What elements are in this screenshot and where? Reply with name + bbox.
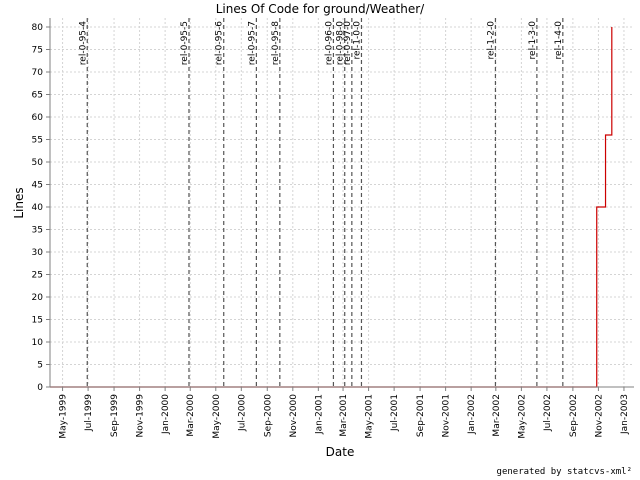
release-marker-label: rel-0-95-6 bbox=[215, 21, 225, 65]
release-marker-label: rel-0-96-0 bbox=[324, 21, 334, 65]
release-marker-label: rel-0-95-4 bbox=[78, 21, 88, 65]
x-tick-label: Jul-2001 bbox=[390, 394, 400, 432]
release-marker-label: rel-0-97-0 bbox=[343, 21, 353, 65]
x-gridlines bbox=[62, 18, 625, 387]
y-tick-label: 55 bbox=[32, 136, 43, 146]
y-tick-label: 25 bbox=[32, 271, 43, 281]
x-tick-label: Sep-2001 bbox=[416, 394, 426, 437]
y-tick-label: 5 bbox=[37, 361, 43, 371]
release-marker-label: rel-1-0-0 bbox=[352, 21, 362, 60]
y-tick-label: 40 bbox=[32, 203, 44, 213]
y-tick-label: 0 bbox=[37, 383, 43, 393]
y-tick-label: 75 bbox=[32, 46, 43, 56]
release-marker-label: rel-1-4-0 bbox=[554, 21, 564, 60]
release-marker-label: rel-0-95-8 bbox=[271, 21, 281, 65]
y-axis-ticks: 0 5 10 15 20 25 30 35 40 45 50 55 60 65 70 75 80 bbox=[32, 23, 50, 393]
x-tick-label: Sep-1999 bbox=[110, 394, 120, 437]
y-tick-label: 50 bbox=[32, 158, 44, 168]
y-tick-label: 65 bbox=[32, 91, 43, 101]
x-tick-label: May-2000 bbox=[212, 394, 222, 439]
x-tick-label: Jan-2000 bbox=[161, 394, 171, 435]
x-tick-label: May-2002 bbox=[517, 394, 527, 439]
x-tick-label: Sep-2002 bbox=[569, 394, 579, 437]
y-tick-label: 80 bbox=[32, 23, 44, 33]
release-marker-label: rel-1-3-0 bbox=[528, 21, 538, 60]
x-tick-label: Jan-2002 bbox=[467, 394, 477, 435]
x-tick-label: Mar-2000 bbox=[186, 394, 196, 437]
y-tick-label: 30 bbox=[32, 248, 44, 258]
plot-area: rel-0-95-4 rel-0-95-5 rel-0-95-6 rel-0-95-7… bbox=[49, 18, 634, 388]
y-tick-label: 45 bbox=[32, 181, 43, 191]
x-axis-label: Date bbox=[326, 445, 355, 459]
y-tick-label: 20 bbox=[32, 293, 44, 303]
x-axis-ticks: May-1999 Jul-1999 Sep-1999 Nov-1999 Jan-2000… bbox=[59, 387, 630, 439]
chart-title: Lines Of Code for ground/Weather/ bbox=[216, 2, 425, 16]
release-markers: rel-0-95-4 rel-0-95-5 rel-0-95-6 rel-0-95-7… bbox=[78, 18, 564, 387]
x-tick-label: May-2001 bbox=[365, 394, 375, 439]
y-gridlines bbox=[50, 26, 634, 388]
x-tick-label: Jul-2000 bbox=[237, 394, 247, 432]
x-tick-label: Nov-2002 bbox=[594, 394, 604, 437]
x-tick-label: Jul-2002 bbox=[543, 394, 553, 432]
x-tick-label: Sep-2000 bbox=[263, 394, 273, 437]
x-tick-label: Mar-2001 bbox=[339, 394, 349, 437]
plot-background bbox=[50, 18, 634, 387]
release-marker-label: rel-0-95-7 bbox=[247, 21, 257, 65]
x-tick-label: Jan-2001 bbox=[314, 394, 324, 435]
y-tick-label: 10 bbox=[32, 338, 44, 348]
footer-credit: generated by statcvs-xml² bbox=[497, 467, 632, 477]
release-marker-label: rel-0-98-0 bbox=[336, 21, 346, 65]
release-marker-label: rel-1-2-0 bbox=[486, 21, 496, 60]
x-tick-label: May-1999 bbox=[59, 394, 69, 439]
x-tick-label: Jan-2003 bbox=[620, 394, 630, 435]
x-tick-label: Mar-2002 bbox=[492, 394, 502, 437]
y-tick-label: 70 bbox=[32, 68, 44, 78]
y-tick-label: 35 bbox=[32, 226, 43, 236]
release-marker-label: rel-0-95-5 bbox=[180, 21, 190, 65]
y-tick-label: 60 bbox=[32, 113, 44, 123]
axes bbox=[49, 18, 634, 388]
x-tick-label: Nov-2001 bbox=[442, 394, 452, 437]
y-axis-label: Lines bbox=[12, 187, 26, 218]
x-tick-label: Jul-1999 bbox=[84, 394, 94, 432]
x-tick-label: Nov-2000 bbox=[289, 394, 299, 438]
y-tick-label: 15 bbox=[32, 316, 43, 326]
x-tick-label: Nov-1999 bbox=[136, 394, 146, 438]
